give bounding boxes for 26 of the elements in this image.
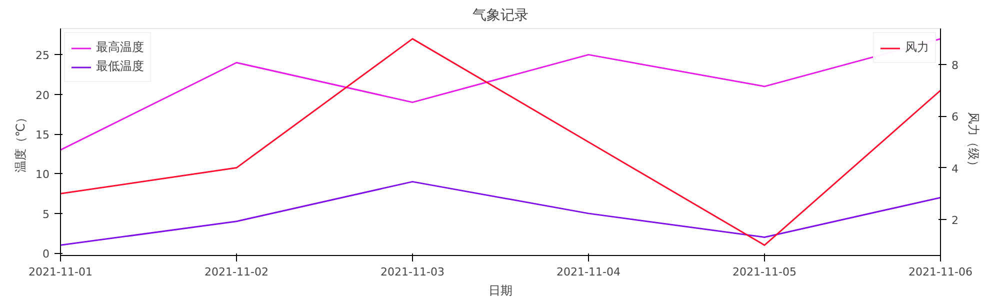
chart-title: 气象记录 <box>472 8 528 24</box>
legend-label: 风力 <box>905 39 929 56</box>
legend-label: 最低温度 <box>96 58 144 75</box>
x-tick-label: 2021-11-02 <box>204 266 268 278</box>
y2-tick-label: 6 <box>952 110 958 124</box>
line-series <box>60 38 940 151</box>
y-tick-label: 20 <box>36 88 50 102</box>
x-axis-title: 日期 <box>488 284 512 298</box>
x-tick-label: 2021-11-06 <box>908 266 972 278</box>
x-tick-label: 2021-11-05 <box>732 266 796 278</box>
y2-tick-label: 4 <box>952 162 958 176</box>
y2-tick-label: 8 <box>952 59 958 72</box>
x-tick-label: 2021-11-03 <box>380 266 444 278</box>
y-tick-label: 25 <box>36 49 50 62</box>
y-tick-label: 15 <box>36 128 50 142</box>
line-series <box>60 38 940 246</box>
y-tick-label: 10 <box>36 168 50 182</box>
y2-tick-label: 2 <box>952 214 958 227</box>
x-tick-label: 2021-11-01 <box>28 266 92 278</box>
line-series <box>60 180 940 246</box>
x-tick-label: 2021-11-04 <box>556 266 620 278</box>
y-tick-label: 0 <box>42 248 50 261</box>
y-tick-label: 5 <box>42 208 50 221</box>
y2-axis-title: 风力（级） <box>966 112 980 172</box>
y-axis-title: 温度（℃） <box>14 111 28 173</box>
legend-label: 最高温度 <box>96 39 144 56</box>
